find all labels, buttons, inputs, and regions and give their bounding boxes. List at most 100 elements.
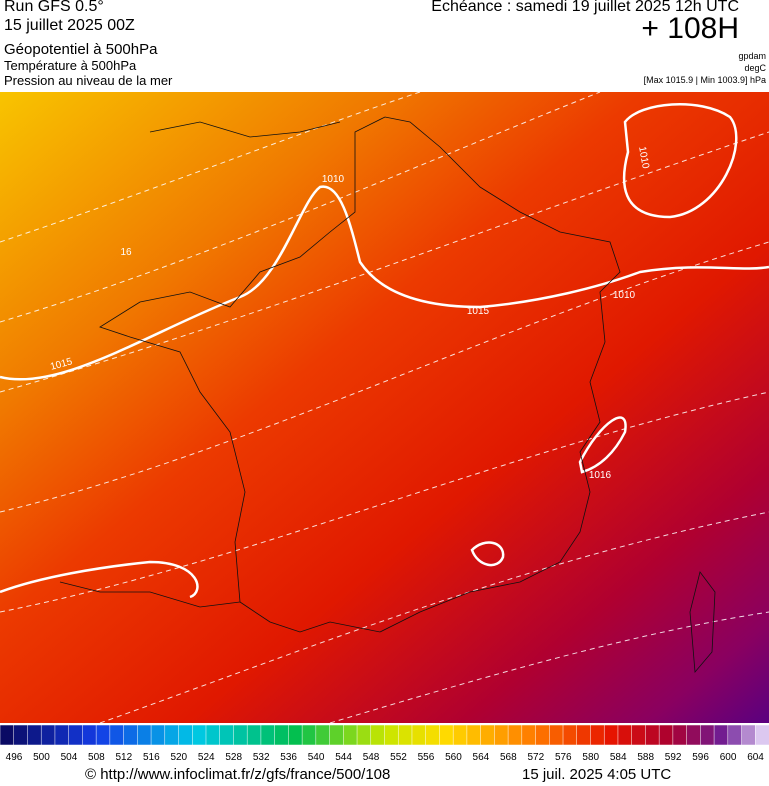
geopotential-lines bbox=[0, 92, 769, 723]
colorbar-cell bbox=[466, 724, 482, 746]
colorbar-cell bbox=[603, 724, 619, 746]
country-borders bbox=[59, 116, 716, 673]
colorbar-cell bbox=[535, 724, 551, 746]
colorbar-label: 520 bbox=[170, 752, 187, 763]
colorbar-cell bbox=[219, 724, 235, 746]
unit: gpdam bbox=[738, 51, 766, 61]
colorbar-cell bbox=[590, 724, 605, 746]
colorbar-label: 512 bbox=[116, 752, 133, 763]
colorbar-cell bbox=[452, 724, 468, 746]
colorbar-label: 584 bbox=[610, 752, 627, 763]
colorbar-cell bbox=[480, 724, 496, 746]
colorbar-cell bbox=[562, 724, 578, 746]
colorbar-cell bbox=[27, 724, 42, 746]
source-url: © http://www.infoclimat.fr/z/gfs/france/… bbox=[85, 766, 391, 783]
colorbar: 496 500 504 508 512 516 520 524 528 532 536 540 544 5… bbox=[0, 724, 769, 763]
colorbar-label: 496 bbox=[6, 752, 23, 763]
contour-label: 1015 bbox=[467, 306, 490, 317]
colorbar-cell bbox=[315, 724, 331, 746]
colorbar-label: 528 bbox=[225, 752, 242, 763]
echeance: Echéance : samedi 19 juillet 2025 12h UT… bbox=[431, 0, 739, 15]
colorbar-cell bbox=[507, 724, 523, 746]
colorbar-label: 556 bbox=[418, 752, 435, 763]
colorbar-label: 564 bbox=[473, 752, 490, 763]
colorbar-cell bbox=[150, 724, 166, 746]
colorbar-cell bbox=[123, 724, 139, 746]
timestamp: 15 juil. 2025 4:05 UTC bbox=[522, 766, 672, 783]
run-date: 15 juillet 2025 00Z bbox=[4, 17, 135, 34]
colorbar-cell bbox=[397, 724, 413, 746]
colorbar-cell bbox=[192, 724, 207, 746]
contour-label: 1016 bbox=[589, 470, 612, 481]
colorbar-cell bbox=[178, 724, 193, 746]
colorbar-cell bbox=[95, 724, 111, 746]
colorbar-cell bbox=[741, 724, 757, 746]
colorbar-label: 508 bbox=[88, 752, 105, 763]
contour-label: 1010 bbox=[636, 146, 651, 170]
hour: + 108H bbox=[641, 12, 739, 45]
colorbar-label: 500 bbox=[33, 752, 50, 763]
colorbar-cell bbox=[672, 724, 688, 746]
colorbar-cell bbox=[54, 724, 70, 746]
colorbar-cell bbox=[274, 724, 290, 746]
colorbar-cell bbox=[370, 724, 386, 746]
colorbar-label: 516 bbox=[143, 752, 160, 763]
contour-label: 16 bbox=[120, 247, 132, 258]
colorbar-cell bbox=[40, 724, 56, 746]
colorbar-label: 560 bbox=[445, 752, 462, 763]
colorbar-cell bbox=[109, 724, 125, 746]
colorbar-cell bbox=[164, 724, 180, 746]
run: Run GFS 0.5° bbox=[4, 0, 104, 15]
colorbar-cell bbox=[727, 724, 743, 746]
colorbar-cell bbox=[521, 724, 537, 746]
colorbar-cell bbox=[700, 724, 715, 746]
colorbar-label: 604 bbox=[747, 752, 764, 763]
colorbar-cell bbox=[205, 724, 221, 746]
colorbar-label: 596 bbox=[692, 752, 709, 763]
colorbar-cell bbox=[288, 724, 303, 746]
colorbar-cell bbox=[68, 724, 84, 746]
temperature-field bbox=[0, 92, 769, 723]
colorbar-cell bbox=[301, 724, 317, 746]
colorbar-cell bbox=[713, 724, 729, 746]
colorbar-cell bbox=[329, 724, 345, 746]
colorbar-label: 588 bbox=[637, 752, 654, 763]
contour-label: 1010 bbox=[322, 174, 345, 185]
colorbar-cell bbox=[343, 724, 358, 746]
colorbar-label: 592 bbox=[665, 752, 682, 763]
colorbar-cell bbox=[686, 724, 702, 746]
field: Géopotentiel à 500hPa bbox=[4, 41, 158, 58]
colorbar-cell bbox=[425, 724, 441, 746]
colorbar-label: 572 bbox=[527, 752, 544, 763]
isobars bbox=[0, 103, 769, 599]
colorbar-label: 548 bbox=[363, 752, 380, 763]
colorbar-label: 580 bbox=[582, 752, 599, 763]
colorbar-cell bbox=[631, 724, 647, 746]
colorbar-cell bbox=[549, 724, 564, 746]
colorbar-cell bbox=[137, 724, 152, 746]
colorbar-label: 544 bbox=[335, 752, 352, 763]
colorbar-label: 524 bbox=[198, 752, 215, 763]
colorbar-label: 532 bbox=[253, 752, 270, 763]
colorbar-label: 552 bbox=[390, 752, 407, 763]
colorbar-cell bbox=[384, 724, 399, 746]
colorbar-cell bbox=[260, 724, 276, 746]
colorbar-label: 536 bbox=[280, 752, 297, 763]
contour-label: 1010 bbox=[613, 290, 636, 301]
colorbar-cell bbox=[233, 724, 248, 746]
colorbar-label: 600 bbox=[720, 752, 737, 763]
colorbar-cell bbox=[246, 724, 262, 746]
colorbar-cell bbox=[617, 724, 633, 746]
colorbar-cell bbox=[755, 724, 769, 746]
unit: degC bbox=[744, 63, 766, 73]
colorbar-cell bbox=[411, 724, 427, 746]
colorbar-label: 504 bbox=[61, 752, 78, 763]
colorbar-cell bbox=[658, 724, 674, 746]
field: Pression au niveau de la mer bbox=[4, 73, 173, 88]
colorbar-cell bbox=[0, 724, 15, 746]
field: Température à 500hPa bbox=[4, 58, 137, 73]
colorbar-cell bbox=[13, 724, 29, 746]
colorbar-label: 576 bbox=[555, 752, 572, 763]
